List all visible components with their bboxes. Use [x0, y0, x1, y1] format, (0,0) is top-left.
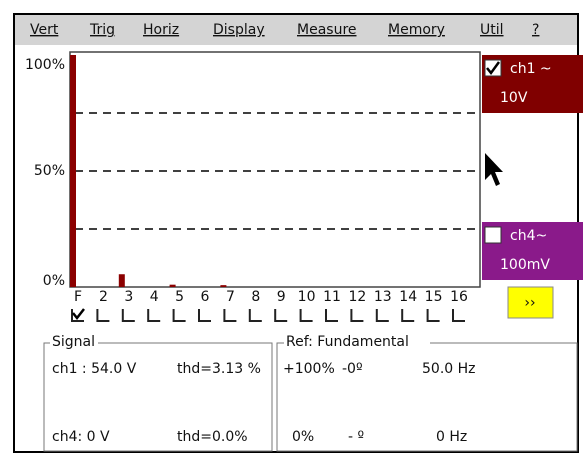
harmonic-selector[interactable]	[71, 309, 84, 322]
harmonic-selector[interactable]	[375, 309, 389, 322]
channel-name: ch4~	[510, 228, 547, 244]
signal-box	[43, 342, 273, 452]
signal-channel: ch4: 0 V	[52, 429, 110, 445]
plot-area	[69, 51, 481, 288]
menu-item[interactable]: Memory	[388, 22, 445, 38]
mouse-cursor	[485, 153, 503, 186]
menu-item[interactable]: ?	[532, 22, 539, 38]
x-tick-label: 7	[226, 289, 235, 305]
menu-item[interactable]: Vert	[30, 22, 59, 38]
x-tick-label: 9	[277, 289, 286, 305]
x-tick-label: 4	[150, 289, 159, 305]
x-tick-label: 3	[124, 289, 133, 305]
ref-value: 0%	[292, 429, 314, 445]
signal-title-bg	[50, 333, 98, 351]
channel-scale: 100mV	[500, 257, 550, 273]
ref-value: +100%	[283, 361, 335, 377]
menu-item[interactable]: Trig	[89, 22, 115, 38]
bar	[118, 274, 125, 287]
x-tick-label: F	[74, 289, 82, 305]
ref-title: Ref: Fundamental	[286, 334, 409, 350]
signal-channel: ch1 : 54.0 V	[52, 361, 137, 377]
menu-item[interactable]: Util	[480, 22, 504, 38]
x-tick-label: 2	[99, 289, 108, 305]
harmonic-selector[interactable]	[198, 309, 211, 322]
harmonic-selector[interactable]	[223, 309, 237, 322]
harmonic-selector[interactable]	[121, 309, 135, 322]
x-tick-label: 11	[323, 289, 341, 305]
signal-thd: thd=0.0%	[177, 429, 248, 445]
y-tick-label: 50%	[34, 163, 65, 179]
harmonic-selector[interactable]	[96, 309, 110, 322]
harmonic-selector[interactable]	[426, 309, 440, 322]
bar	[70, 55, 76, 287]
harmonic-selector[interactable]	[172, 309, 186, 322]
x-tick-label: 14	[399, 289, 417, 305]
harmonic-selector[interactable]	[325, 309, 338, 322]
harmonic-selector[interactable]	[147, 309, 161, 322]
menu-item[interactable]: Display	[213, 22, 265, 38]
harmonic-selector[interactable]	[401, 309, 415, 322]
menu-bar	[15, 15, 577, 45]
ref-value: 0 Hz	[436, 429, 467, 445]
x-tick-label: 13	[374, 289, 392, 305]
channel-checkbox[interactable]	[484, 226, 502, 244]
x-tick-label: 8	[251, 289, 260, 305]
harmonic-selector[interactable]	[274, 309, 288, 322]
signal-title: Signal	[52, 334, 95, 350]
bar	[220, 285, 227, 287]
harmonic-selector[interactable]	[350, 309, 364, 322]
harmonic-selector[interactable]	[452, 309, 465, 322]
harmonic-selector[interactable]	[248, 309, 262, 322]
x-tick-label: 16	[450, 289, 468, 305]
check-mark	[486, 61, 501, 76]
channel-scale: 10V	[500, 90, 528, 106]
x-tick-label: 5	[175, 289, 184, 305]
x-tick-label: 10	[298, 289, 316, 305]
ref-value: - º	[348, 429, 364, 445]
x-tick-label: 12	[348, 289, 366, 305]
y-tick-label: 100%	[25, 57, 65, 73]
bar	[169, 284, 176, 287]
signal-thd: thd=3.13 %	[177, 361, 261, 377]
menu-item[interactable]: Horiz	[143, 22, 179, 38]
ref-value: -0º	[342, 361, 363, 377]
x-tick-label: 6	[201, 289, 210, 305]
y-tick-label: 0%	[43, 273, 65, 289]
x-tick-label: 15	[425, 289, 443, 305]
menu-item[interactable]: Measure	[297, 22, 357, 38]
next-button[interactable]	[507, 286, 554, 319]
check-mark	[72, 308, 85, 321]
channel-name: ch1 ~	[510, 61, 552, 77]
ref-value: 50.0 Hz	[422, 361, 476, 377]
harmonic-selector[interactable]	[299, 309, 313, 322]
next-button-label[interactable]: ››	[524, 295, 535, 311]
ref-title-bg	[284, 333, 430, 351]
